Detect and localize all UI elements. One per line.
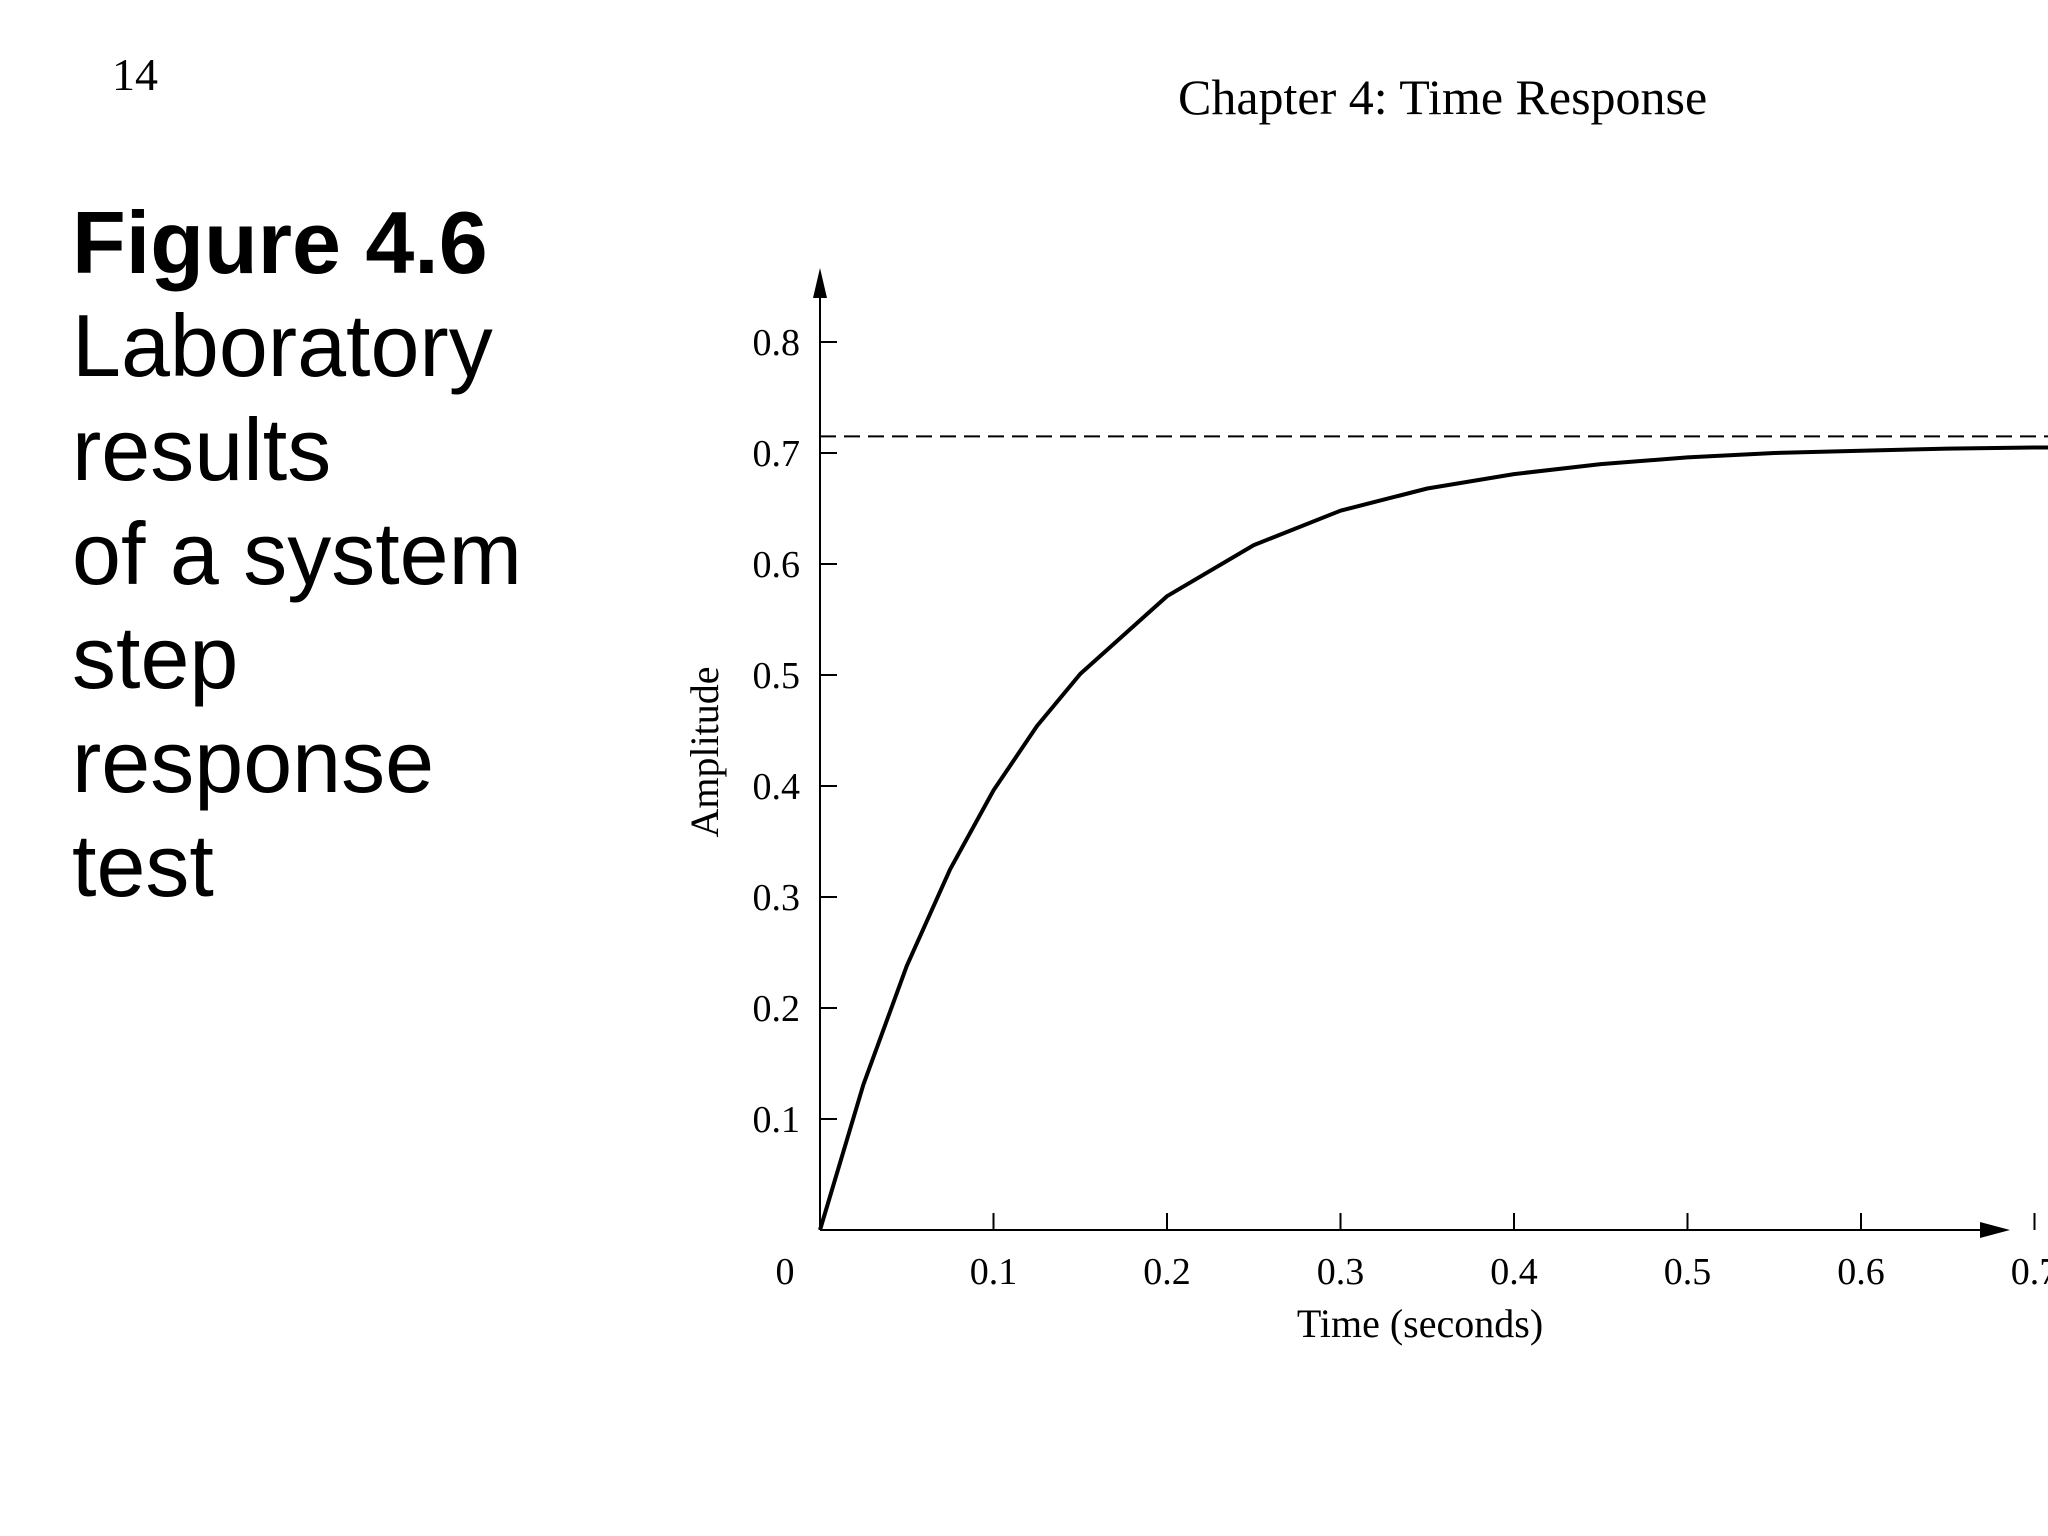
y-tick-label: 0.3 bbox=[753, 877, 801, 919]
x-tick-label: 0.6 bbox=[1837, 1251, 1885, 1293]
y-tick-label: 0.6 bbox=[753, 544, 801, 586]
page-number: 14 bbox=[112, 49, 158, 100]
caption-line: response bbox=[72, 712, 435, 811]
figure-label: Figure 4.6 bbox=[72, 193, 488, 292]
y-tick-label: 0.2 bbox=[753, 988, 801, 1030]
caption-line: test bbox=[72, 816, 214, 915]
caption-line: of a system bbox=[72, 504, 522, 603]
y-axis-arrow bbox=[813, 268, 827, 298]
x-tick-label: 0.1 bbox=[970, 1251, 1018, 1293]
x-tick-label: 0.2 bbox=[1143, 1251, 1191, 1293]
y-tick-label: 0.1 bbox=[753, 1099, 801, 1141]
y-axis-title: Amplitude bbox=[682, 666, 727, 837]
y-tick-label: 0.4 bbox=[753, 766, 801, 808]
y-tick-label: 0.8 bbox=[753, 322, 801, 364]
x-tick-label: 0.4 bbox=[1490, 1251, 1538, 1293]
x-tick-label: 0.5 bbox=[1664, 1251, 1712, 1293]
caption-line: step bbox=[72, 608, 239, 707]
caption-line: Laboratory bbox=[72, 296, 493, 395]
y-tick-label: 0.7 bbox=[753, 433, 801, 475]
x-axis-title: Time (seconds) bbox=[1297, 1301, 1543, 1346]
x-axis-arrow bbox=[1980, 1222, 2010, 1238]
caption-line: results bbox=[72, 400, 332, 499]
x-tick-label: 0.3 bbox=[1317, 1251, 1365, 1293]
chapter-title: Chapter 4: Time Response bbox=[1178, 69, 1708, 125]
figure-caption: Figure 4.6 Laboratory results of a syste… bbox=[72, 192, 612, 918]
origin-label: 0 bbox=[776, 1251, 795, 1293]
x-tick-label: 0.7 bbox=[2011, 1251, 2048, 1293]
y-tick-label: 0.5 bbox=[753, 655, 801, 697]
step-response-curve bbox=[818, 445, 2048, 1231]
